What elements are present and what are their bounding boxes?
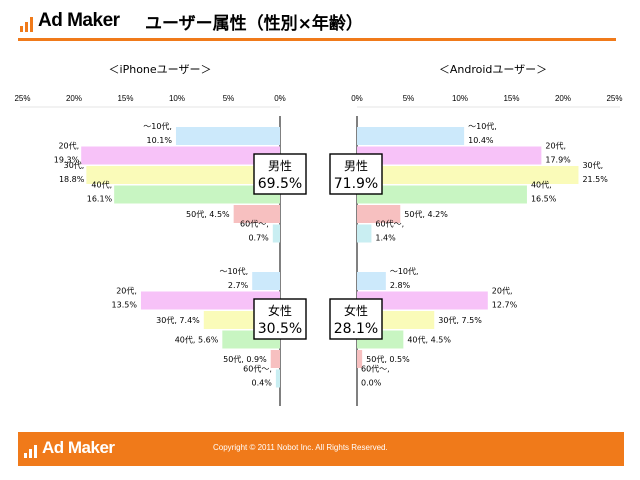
data-label: 2.7% <box>228 281 249 290</box>
data-label: 21.5% <box>582 175 608 184</box>
bar <box>357 350 363 368</box>
data-label: 50代, 0.9% <box>223 354 267 364</box>
data-label: ～10代, <box>390 266 419 276</box>
data-label: 16.1% <box>87 195 113 204</box>
gender-label: 女性 <box>268 303 292 318</box>
data-label: 12.7% <box>492 301 518 310</box>
footer: Ad Maker Copyright © 2011 Nobot Inc. All… <box>18 432 624 466</box>
panel-title: ＜Androidユーザー＞ <box>439 63 547 76</box>
bar <box>272 224 280 243</box>
tick-label: 25% <box>606 94 622 103</box>
data-label: 0.7% <box>248 234 269 243</box>
footer-logo: Ad Maker <box>24 438 115 458</box>
data-label: 60代～, <box>361 364 390 374</box>
bar <box>357 127 465 145</box>
data-label: 10.1% <box>147 136 173 145</box>
data-label: ～10代, <box>143 121 172 131</box>
copyright-text: Copyright © 2011 Nobot Inc. All Rights R… <box>213 443 388 452</box>
bar <box>81 146 281 165</box>
tick-label: 10% <box>169 94 185 103</box>
bar <box>140 291 280 310</box>
bar <box>233 205 280 223</box>
bar <box>357 291 488 310</box>
header: Ad Maker ユーザー属性（性別×年齢） <box>0 0 640 44</box>
data-label: 30代, 7.5% <box>438 315 482 325</box>
gender-label: 女性 <box>344 303 368 318</box>
data-label: 30代, 7.4% <box>156 315 200 325</box>
data-label: 20代, <box>116 286 137 296</box>
tick-label: 10% <box>452 94 468 103</box>
bar-chart-icon <box>20 16 33 32</box>
data-label: 60代～, <box>243 364 272 374</box>
tick-label: 20% <box>555 94 571 103</box>
tick-label: 0% <box>351 94 363 103</box>
tick-label: 15% <box>503 94 519 103</box>
bar <box>357 185 527 204</box>
data-label: 16.5% <box>531 195 557 204</box>
data-label: 0.0% <box>361 379 382 388</box>
data-label: 20代, <box>58 141 79 151</box>
logo-text: Ad Maker <box>38 10 120 31</box>
data-label: 40代, <box>91 180 112 190</box>
footer-logo-text: Ad Maker <box>42 438 115 457</box>
data-label: 60代～, <box>375 219 404 229</box>
bar <box>357 224 372 243</box>
bar <box>357 146 542 165</box>
bar <box>114 185 280 204</box>
data-label: 30代, <box>64 160 85 170</box>
bar <box>275 369 280 388</box>
data-label: 1.4% <box>375 234 396 243</box>
data-label: 50代, 4.2% <box>404 209 448 219</box>
gender-label: 男性 <box>268 159 292 173</box>
gender-label: 男性 <box>344 159 368 173</box>
data-label: ～10代, <box>219 266 248 276</box>
data-label: 50代, 4.5% <box>186 209 230 219</box>
page-title: ユーザー属性（性別×年齢） <box>145 14 363 34</box>
bar-chart-icon <box>24 442 37 458</box>
gender-share: 28.1% <box>334 321 378 337</box>
bar <box>175 127 280 145</box>
data-label: 2.8% <box>390 281 411 290</box>
tick-label: 5% <box>403 94 415 103</box>
age-gender-chart: ＜iPhoneユーザー＞ 25% 20% 15% 10% 5% 0% ～10代, 10.1% 20… <box>14 63 623 406</box>
data-label: 40代, <box>531 180 552 190</box>
bar <box>357 205 401 223</box>
bar <box>357 272 386 290</box>
data-label: 50代, 0.5% <box>366 354 410 364</box>
gender-share: 30.5% <box>258 321 302 337</box>
bar <box>270 350 280 368</box>
tick-label: 25% <box>14 94 30 103</box>
data-label: 30代, <box>582 160 603 170</box>
data-label: 40代, 4.5% <box>407 335 451 345</box>
gender-box <box>329 153 383 195</box>
tick-label: 5% <box>223 94 235 103</box>
data-label: 0.4% <box>252 379 273 388</box>
bar <box>357 166 579 184</box>
gender-box <box>253 153 307 195</box>
tick-label: 15% <box>117 94 133 103</box>
data-label: 20代, <box>492 286 513 296</box>
header-divider <box>18 38 616 41</box>
bar <box>252 272 280 290</box>
data-label: 18.8% <box>59 175 85 184</box>
gender-box <box>253 298 307 340</box>
data-label: ～10代, <box>468 121 497 131</box>
tick-label: 20% <box>66 94 82 103</box>
data-label: 60代～, <box>240 219 269 229</box>
bar <box>86 166 280 184</box>
data-label: 19.3% <box>54 156 80 165</box>
data-label: 10.4% <box>468 136 494 145</box>
panel-title: ＜iPhoneユーザー＞ <box>109 63 212 76</box>
ad-maker-logo: Ad Maker <box>20 8 120 32</box>
gender-box <box>329 298 383 340</box>
gender-share: 71.9% <box>334 176 378 192</box>
data-label: 40代, 5.6% <box>175 335 219 345</box>
data-label: 13.5% <box>112 301 138 310</box>
tick-label: 0% <box>274 94 286 103</box>
gender-share: 69.5% <box>258 176 302 192</box>
data-label: 17.9% <box>545 156 571 165</box>
data-label: 20代, <box>545 141 566 151</box>
